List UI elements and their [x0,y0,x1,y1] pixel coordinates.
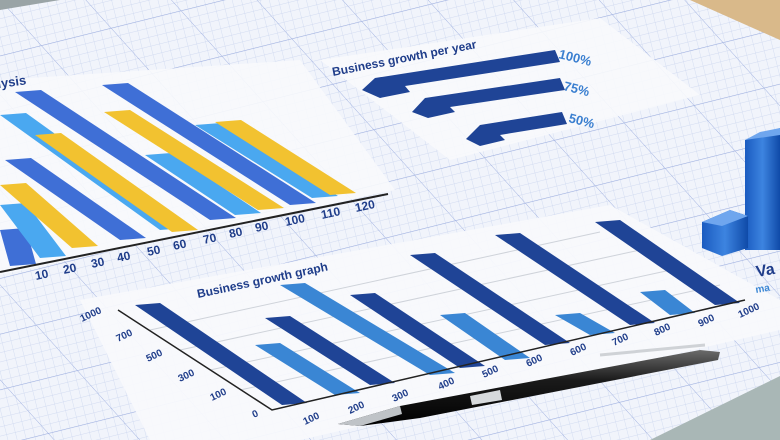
bottom-bar [495,233,655,325]
bar-50 [466,112,567,146]
x-tick: 50 [146,242,162,259]
left-bar [145,153,261,215]
cube-chart-title: Va [755,261,776,281]
cube-chart [702,128,780,256]
tall-column [745,128,780,250]
bottom-axes [117,299,746,411]
x-tick: 60 [172,236,188,253]
label-50: 50% [567,110,596,131]
x-tick: 110 [320,204,342,222]
left-bar [0,183,98,248]
table-surface [650,376,780,440]
x-tick: 20 [62,260,78,277]
bottom-chart-bars [135,220,740,405]
label-75: 75% [562,78,591,99]
left-bar [102,83,316,205]
left-x-axis [0,193,389,273]
bar-100 [362,50,560,98]
bottom-bar [410,253,570,345]
small-cube-top [702,210,748,226]
tall-column-top [745,128,780,140]
ruler-icon [690,0,780,40]
bottom-bar [350,293,485,368]
left-bar [35,133,198,232]
x-tick: 100 [284,211,307,229]
bottom-bar [135,303,307,405]
cube-chart-subtitle: ma [755,283,772,296]
x-tick: 80 [228,224,244,241]
right-chart-bars [362,50,567,146]
left-chart-bars [0,83,356,266]
bottom-bar [265,316,395,385]
bottom-bar [555,313,615,335]
bar-75 [412,78,565,118]
bottom-bar [640,290,695,315]
x-tick: 40 [116,248,132,265]
left-bar [215,120,356,195]
bottom-bar [280,283,455,375]
left-bar [15,90,236,220]
bottom-bar [595,220,740,305]
x-tick: 120 [354,197,377,215]
left-bar [0,203,66,258]
x-tick: 70 [202,230,218,247]
bottom-bar [255,343,360,395]
y-tick: 0 [251,408,261,421]
x-tick: 90 [254,218,270,235]
left-x-ticks: 10 20 30 40 50 60 70 80 90 100 110 120 [34,197,377,283]
left-bar [104,110,284,210]
pen-icon [338,343,720,426]
table-corner [0,0,60,10]
bottom-bar [440,313,530,360]
left-bar [195,123,338,198]
left-chart-title: lysis [0,72,27,91]
x-tick: 30 [90,254,106,271]
x-tick: 10 [34,266,50,283]
left-bar [5,158,146,240]
